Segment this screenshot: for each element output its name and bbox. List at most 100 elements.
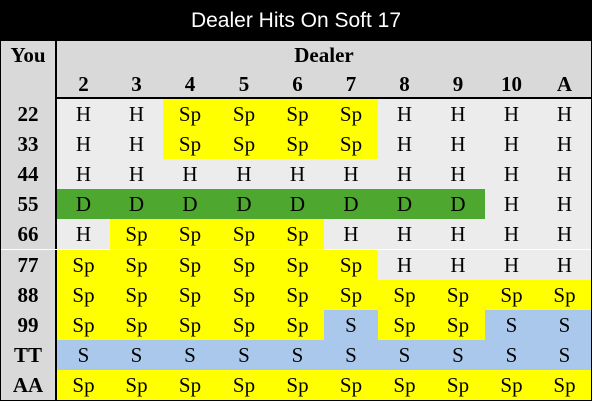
strategy-cell: S bbox=[57, 340, 110, 370]
strategy-cell: H bbox=[431, 129, 485, 159]
dealer-card-header: 2 bbox=[78, 72, 89, 96]
strategy-cell: Sp bbox=[378, 370, 431, 400]
strategy-cell: S bbox=[110, 340, 163, 370]
strategy-cell: D bbox=[217, 189, 271, 219]
strategy-cell: D bbox=[271, 189, 324, 219]
dealer-card-header: 7 bbox=[345, 72, 357, 96]
strategy-cell: D bbox=[57, 189, 110, 219]
strategy-cell: Sp bbox=[324, 129, 378, 159]
strategy-cell: H bbox=[217, 159, 271, 189]
strategy-cell: Sp bbox=[431, 280, 485, 310]
strategy-cell: H bbox=[431, 219, 485, 249]
strategy-cell: Sp bbox=[271, 280, 324, 310]
strategy-cell: H bbox=[538, 159, 591, 189]
strategy-cell: Sp bbox=[324, 370, 378, 400]
strategy-cell: Sp bbox=[485, 370, 538, 400]
strategy-cell: H bbox=[378, 250, 431, 280]
player-hand-label: TT bbox=[1, 340, 57, 370]
strategy-cell: H bbox=[57, 129, 110, 159]
strategy-cell: H bbox=[485, 189, 538, 219]
strategy-cell: S bbox=[431, 340, 485, 370]
strategy-cell: D bbox=[324, 189, 378, 219]
strategy-cell: H bbox=[324, 159, 378, 189]
strategy-cell: H bbox=[485, 219, 538, 249]
strategy-cell: Sp bbox=[163, 370, 217, 400]
strategy-cell: H bbox=[378, 219, 431, 249]
dealer-card-header: 9 bbox=[452, 72, 464, 96]
strategy-cell: Sp bbox=[163, 250, 217, 280]
strategy-cell: Sp bbox=[217, 129, 271, 159]
strategy-cell: H bbox=[431, 250, 485, 280]
strategy-cell: Sp bbox=[271, 310, 324, 340]
strategy-cell: Sp bbox=[485, 280, 538, 310]
strategy-cell: S bbox=[378, 340, 431, 370]
strategy-cell: D bbox=[110, 189, 163, 219]
dealer-card-header: 6 bbox=[292, 72, 303, 96]
strategy-cell: Sp bbox=[217, 250, 271, 280]
strategy-cell: H bbox=[431, 99, 485, 129]
strategy-cell: H bbox=[57, 99, 110, 129]
strategy-cell: Sp bbox=[57, 370, 110, 400]
strategy-cell: H bbox=[57, 159, 110, 189]
strategy-cell: Sp bbox=[163, 129, 217, 159]
strategy-cell: H bbox=[110, 129, 163, 159]
dealer-card-header-row: 2 3 4 5 6 7 8 9 10 A bbox=[57, 69, 591, 99]
strategy-cell: Sp bbox=[217, 280, 271, 310]
strategy-cell: S bbox=[538, 340, 591, 370]
strategy-cell: H bbox=[431, 159, 485, 189]
strategy-cell: S bbox=[324, 340, 378, 370]
strategy-cell: Sp bbox=[163, 99, 217, 129]
strategy-cell: Sp bbox=[538, 370, 591, 400]
strategy-cell: Sp bbox=[271, 219, 324, 249]
strategy-cell: H bbox=[324, 219, 378, 249]
player-hand-label: 88 bbox=[1, 280, 57, 310]
strategy-cell: H bbox=[538, 99, 591, 129]
strategy-cell: Sp bbox=[538, 280, 591, 310]
strategy-cell: S bbox=[324, 310, 378, 340]
strategy-cell: Sp bbox=[378, 280, 431, 310]
strategy-cell: Sp bbox=[57, 310, 110, 340]
strategy-cell: Sp bbox=[217, 99, 271, 129]
strategy-cell: Sp bbox=[163, 310, 217, 340]
strategy-cell: Sp bbox=[163, 219, 217, 249]
strategy-cell: D bbox=[431, 189, 485, 219]
strategy-cell: H bbox=[538, 250, 591, 280]
strategy-cell: Sp bbox=[110, 370, 163, 400]
strategy-cell: S bbox=[217, 340, 271, 370]
strategy-cell: H bbox=[163, 159, 217, 189]
chart-title: Dealer Hits On Soft 17 bbox=[1, 1, 591, 41]
dealer-card-header: 4 bbox=[184, 72, 196, 96]
strategy-cell: D bbox=[378, 189, 431, 219]
strategy-cell: H bbox=[57, 219, 110, 249]
strategy-cell: H bbox=[538, 219, 591, 249]
strategy-cell: Sp bbox=[110, 310, 163, 340]
player-hand-label: 55 bbox=[1, 189, 57, 219]
player-hand-label: 77 bbox=[1, 250, 57, 280]
strategy-cell: Sp bbox=[324, 250, 378, 280]
strategy-cell: Sp bbox=[378, 310, 431, 340]
strategy-cell: H bbox=[271, 159, 324, 189]
strategy-cell: H bbox=[538, 189, 591, 219]
dealer-card-header: 8 bbox=[399, 72, 410, 96]
strategy-cell: H bbox=[485, 129, 538, 159]
strategy-cell: H bbox=[485, 159, 538, 189]
strategy-cell: H bbox=[538, 129, 591, 159]
strategy-cell: S bbox=[485, 340, 538, 370]
strategy-cell: H bbox=[110, 99, 163, 129]
strategy-cell: H bbox=[485, 250, 538, 280]
player-hand-label: 44 bbox=[1, 159, 57, 189]
strategy-cell: Sp bbox=[110, 219, 163, 249]
player-hand-label: 99 bbox=[1, 310, 57, 340]
strategy-cell: Sp bbox=[110, 280, 163, 310]
strategy-cell: Sp bbox=[163, 280, 217, 310]
strategy-cell: H bbox=[110, 159, 163, 189]
player-hand-label: AA bbox=[1, 370, 57, 400]
player-hand-label: 33 bbox=[1, 129, 57, 159]
player-hand-label: 66 bbox=[1, 219, 57, 249]
strategy-cell: Sp bbox=[431, 310, 485, 340]
strategy-cell: D bbox=[163, 189, 217, 219]
strategy-cell: H bbox=[378, 99, 431, 129]
strategy-cell: Sp bbox=[324, 99, 378, 129]
player-hand-header: You bbox=[1, 41, 57, 99]
strategy-cell: S bbox=[538, 310, 591, 340]
